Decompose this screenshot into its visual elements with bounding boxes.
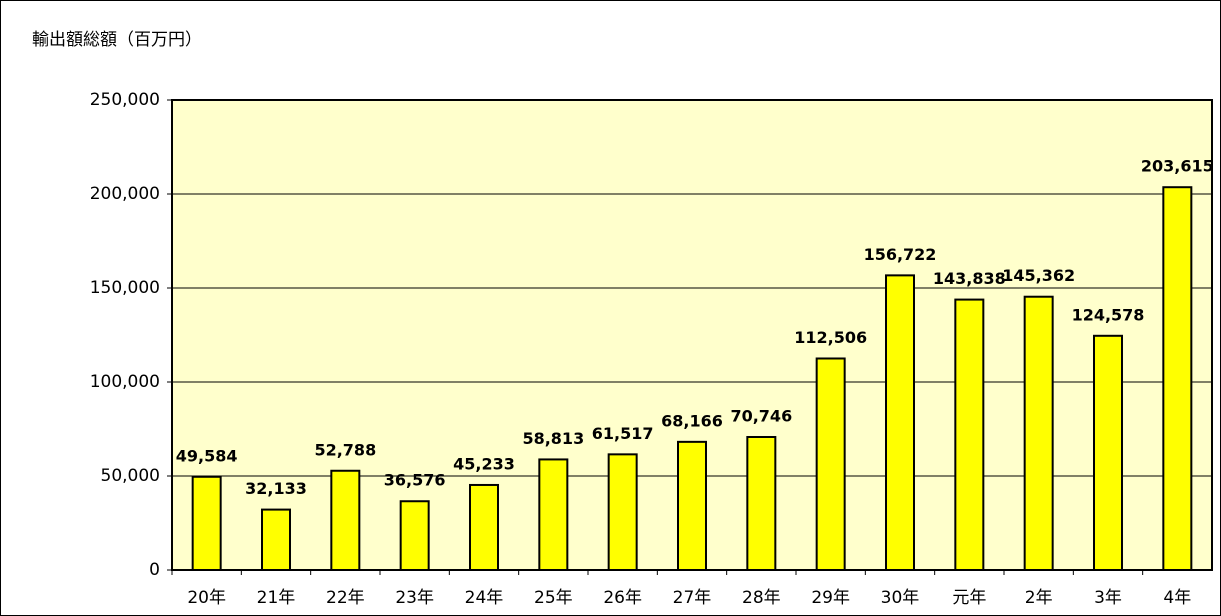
- data-label: 156,722: [864, 245, 937, 264]
- data-label: 143,838: [933, 269, 1006, 288]
- bar: [261, 508, 291, 572]
- bar: [954, 298, 985, 571]
- bar: [746, 435, 777, 572]
- data-label: 45,233: [453, 454, 515, 473]
- bar: [399, 500, 430, 571]
- data-label: 49,584: [176, 446, 238, 465]
- data-label: 61,517: [592, 424, 654, 443]
- x-tick-label: 21年: [257, 588, 296, 608]
- x-tick-label: 26年: [603, 588, 642, 608]
- x-tick-label: 27年: [673, 588, 712, 608]
- x-tick-label: 25年: [534, 588, 573, 608]
- data-label: 68,166: [661, 411, 723, 430]
- x-tick-label: 22年: [326, 588, 365, 608]
- x-tick-label: 28年: [742, 588, 781, 608]
- x-tick-label: 23年: [395, 588, 434, 608]
- data-label: 112,506: [794, 328, 867, 347]
- x-tick-label: 2年: [1025, 588, 1053, 608]
- data-label: 32,133: [245, 479, 307, 498]
- data-label: 70,746: [730, 406, 792, 425]
- x-tick-label: 24年: [465, 588, 504, 608]
- bar: [677, 440, 707, 572]
- data-label: 145,362: [1002, 266, 1075, 285]
- x-tick-label: 3年: [1094, 588, 1122, 608]
- data-label: 124,578: [1072, 305, 1145, 324]
- y-tick-label: 100,000: [90, 372, 160, 392]
- bar: [330, 469, 361, 571]
- chart-title: 輸出額総額（百万円）: [32, 30, 202, 50]
- bar: [815, 357, 846, 571]
- bar: [1162, 186, 1193, 571]
- data-label: 58,813: [522, 429, 584, 448]
- data-label: 203,615: [1141, 157, 1214, 176]
- x-tick-label: 20年: [187, 588, 226, 608]
- x-tick-label: 元年: [952, 588, 986, 608]
- bar: [607, 453, 638, 572]
- y-tick-label: 50,000: [101, 466, 160, 486]
- y-tick-label: 200,000: [90, 184, 160, 204]
- y-tick-label: 0: [149, 560, 160, 580]
- bar: [538, 458, 569, 571]
- bar: [1093, 334, 1123, 571]
- y-tick-label: 150,000: [90, 278, 160, 298]
- x-tick-label: 30年: [881, 588, 920, 608]
- data-label: 36,576: [384, 471, 446, 490]
- bar: [885, 274, 915, 571]
- bar: [191, 475, 222, 571]
- y-tick-label: 250,000: [90, 90, 160, 110]
- data-label: 52,788: [314, 440, 376, 459]
- bar: [1023, 295, 1054, 571]
- x-tick-label: 4年: [1163, 588, 1191, 608]
- x-tick-label: 29年: [811, 588, 850, 608]
- bar: [469, 483, 499, 572]
